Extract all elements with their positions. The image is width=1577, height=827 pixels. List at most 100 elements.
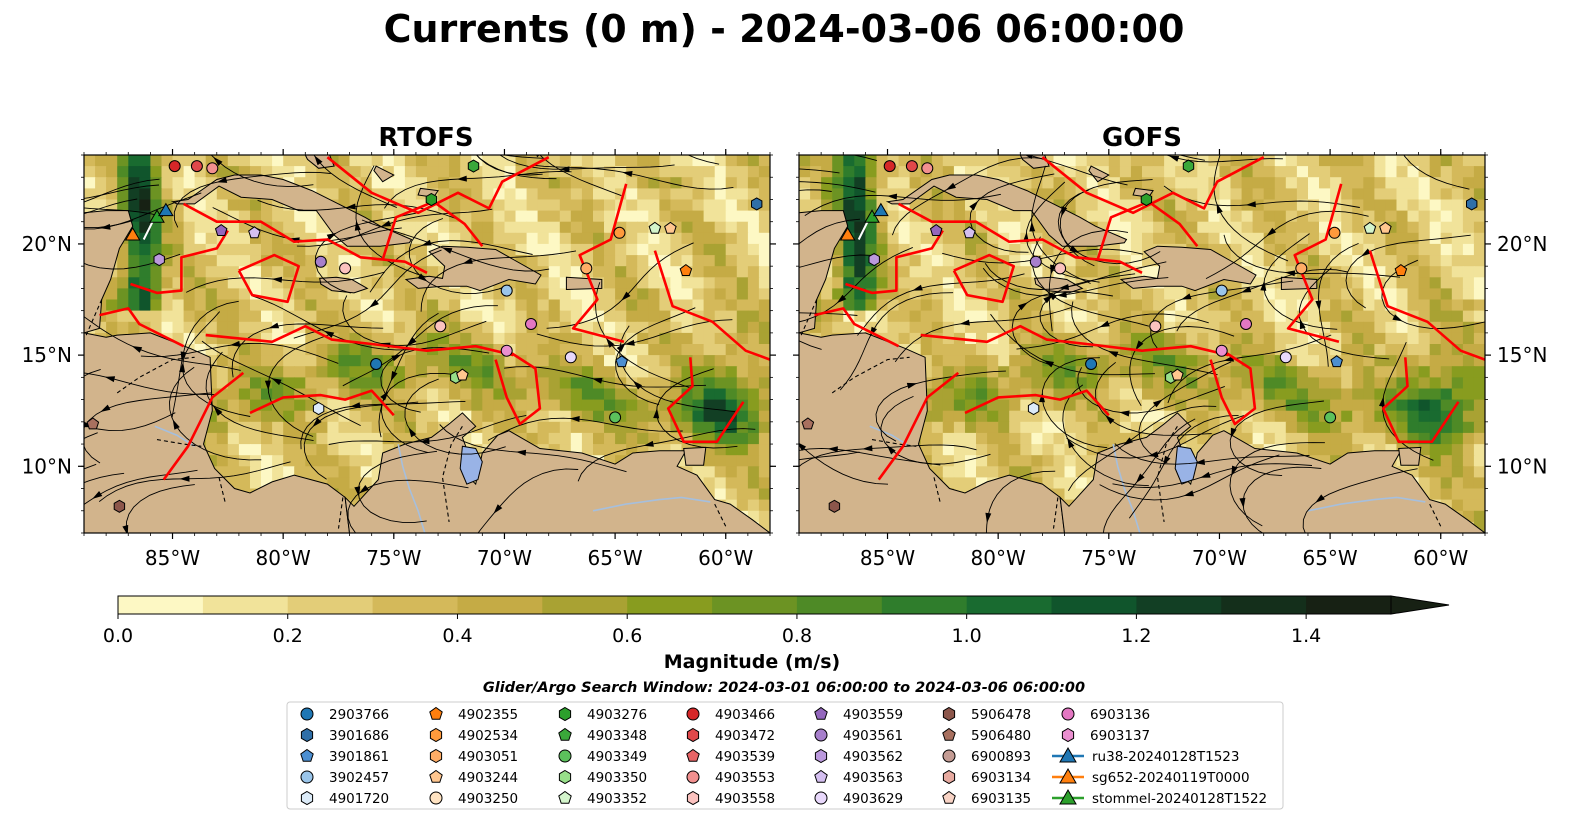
magnitude-cell: [482, 288, 494, 301]
streamline-arrow: [1181, 293, 1192, 300]
magnitude-cell: [1119, 377, 1132, 390]
magnitude-cell: [1053, 310, 1066, 323]
magnitude-cell: [1042, 166, 1055, 178]
magnitude-cell: [548, 221, 561, 234]
magnitude-cell: [581, 255, 594, 267]
magnitude-cell: [1020, 266, 1032, 278]
magnitude-cell: [1429, 210, 1442, 223]
streamline-arrow: [421, 239, 432, 246]
magnitude-cell: [194, 221, 207, 234]
magnitude-cell: [1208, 399, 1221, 412]
magnitude-cell: [821, 199, 833, 212]
magnitude-cell: [1407, 321, 1420, 334]
magnitude-cell: [1219, 210, 1232, 223]
magnitude-cell: [736, 344, 749, 356]
magnitude-cell: [703, 410, 716, 423]
magnitude-cell: [976, 410, 988, 423]
magnitude-cell: [482, 388, 494, 401]
magnitude-cell: [1385, 432, 1398, 445]
river-line: [1112, 443, 1141, 533]
magnitude-cell: [1374, 188, 1387, 201]
magnitude-cell: [1341, 332, 1353, 345]
magnitude-cell: [1341, 166, 1353, 178]
magnitude-cell: [648, 399, 660, 412]
magnitude-cell: [615, 288, 627, 301]
magnitude-cell: [843, 199, 855, 212]
magnitude-cell: [659, 199, 672, 212]
magnitude-cell: [404, 155, 417, 167]
streamline-arrow: [1200, 471, 1211, 478]
magnitude-cell: [1308, 166, 1320, 178]
magnitude-cell: [515, 177, 528, 189]
magnitude-cell: [261, 255, 273, 267]
magnitude-cell: [703, 188, 716, 201]
magnitude-cell: [1130, 266, 1143, 278]
magnitude-cell: [283, 466, 295, 478]
magnitude-cell: [703, 321, 716, 334]
streamline-arrow: [1069, 245, 1080, 254]
magnitude-cell: [250, 355, 262, 367]
y-tick-label: 20°N: [1497, 232, 1547, 256]
magnitude-cell: [1108, 332, 1121, 345]
magnitude-cell: [349, 455, 362, 467]
magnitude-cell: [1142, 299, 1154, 312]
magnitude-cell: [327, 299, 340, 312]
magnitude-cell: [1451, 232, 1464, 245]
magnitude-cell: [876, 155, 889, 167]
magnitude-cell: [865, 177, 878, 189]
magnitude-cell: [460, 210, 472, 223]
magnitude-cell: [194, 210, 207, 223]
magnitude-cell: [953, 288, 966, 301]
magnitude-cell: [1230, 243, 1243, 256]
magnitude-cell: [305, 455, 317, 467]
magnitude-cell: [515, 421, 528, 434]
magnitude-cell: [117, 255, 129, 267]
magnitude-cell: [504, 321, 517, 334]
magnitude-cell: [1285, 232, 1298, 245]
magnitude-cell: [1418, 177, 1431, 189]
magnitude-cell: [1407, 399, 1420, 412]
magnitude-cell: [810, 321, 822, 334]
magnitude-cell: [942, 355, 955, 367]
magnitude-cell: [272, 355, 284, 367]
magnitude-cell: [854, 255, 866, 267]
magnitude-cell: [1296, 332, 1309, 345]
magnitude-cell: [1031, 444, 1044, 456]
streamline-arrow: [0, 469, 1, 477]
magnitude-cell: [316, 432, 329, 445]
magnitude-cell: [887, 166, 900, 178]
magnitude-cell: [725, 243, 738, 256]
magnitude-cell: [976, 321, 988, 334]
magnitude-cell: [1296, 355, 1309, 367]
magnitude-cell: [1086, 344, 1099, 356]
streamline-arrow: [216, 177, 228, 183]
magnitude-cell: [615, 310, 627, 323]
magnitude-cell: [1241, 332, 1254, 345]
magnitude-cell: [349, 444, 362, 456]
magnitude-cell: [1473, 210, 1485, 223]
magnitude-cell: [593, 266, 605, 278]
magnitude-cell: [1153, 188, 1165, 201]
magnitude-cell: [1263, 355, 1276, 367]
magnitude-cell: [821, 310, 833, 323]
magnitude-cell: [659, 288, 672, 301]
streamline-arrow: [906, 382, 918, 389]
streamline: [84, 220, 134, 229]
float-marker: [828, 499, 841, 513]
magnitude-cell: [758, 377, 770, 390]
magnitude-cell: [1363, 410, 1375, 423]
magnitude-cell: [1396, 299, 1409, 312]
country-border: [871, 439, 917, 447]
magnitude-cell: [1274, 399, 1287, 412]
magnitude-cell: [1175, 177, 1187, 189]
magnitude-cell: [1330, 310, 1342, 323]
magnitude-cell: [1396, 399, 1409, 412]
magnitude-cell: [427, 166, 439, 178]
magnitude-cell: [714, 410, 727, 423]
magnitude-cell: [1396, 255, 1409, 267]
magnitude-cell: [1197, 166, 1209, 178]
magnitude-cell: [1164, 344, 1176, 356]
magnitude-cell: [1075, 410, 1088, 423]
magnitude-cell: [250, 377, 262, 390]
magnitude-cell: [637, 155, 649, 167]
